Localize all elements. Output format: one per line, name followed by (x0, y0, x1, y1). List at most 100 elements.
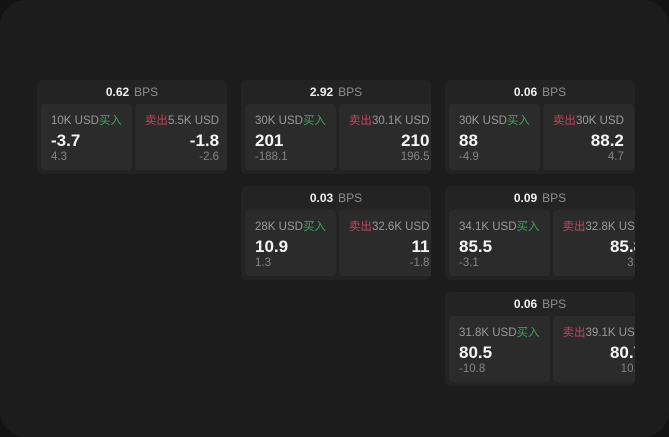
buy-sub-value: -3.1 (459, 257, 479, 269)
sell-quote-panel[interactable]: 卖出 32.8K USD 85.8 3.0 (552, 210, 635, 276)
sell-side-label: 卖出 (348, 221, 372, 233)
buy-header-row: 31.8K USD 买入 (459, 324, 540, 340)
sell-sub-value: 10.2 (620, 363, 635, 375)
bps-spread-value: 0.06 (513, 297, 538, 311)
sell-sub-value: 3.0 (627, 257, 635, 269)
buy-side-label: 买入 (506, 115, 530, 127)
quote-panels: 30K USD 买入 201 -188.1 卖出 30.1K USD 210 1… (241, 104, 431, 174)
bps-unit-label: BPS (542, 191, 567, 205)
sell-size-label: 39.1K USD (585, 327, 635, 339)
quote-card: 0.06 BPS 30K USD 买入 88 -4.9 卖出 30K USD 88… (445, 80, 635, 174)
buy-size-label: 28K USD (255, 221, 303, 233)
bps-spread-value: 2.92 (309, 85, 334, 99)
buy-size-label: 31.8K USD (459, 327, 517, 339)
sell-side-label: 卖出 (552, 115, 576, 127)
buy-size-label: 34.1K USD (459, 221, 517, 233)
quote-panels: 31.8K USD 买入 80.5 -10.8 卖出 39.1K USD 80.… (445, 316, 635, 386)
buy-sub-value: -10.8 (459, 363, 486, 375)
sell-sub-value: 4.7 (607, 151, 624, 163)
buy-price-value: 88 (459, 131, 478, 150)
buy-size-label: 10K USD (51, 115, 99, 127)
buy-price-value: 85.5 (459, 237, 493, 256)
sell-quote-panel[interactable]: 卖出 32.6K USD 11 -1.8 (338, 210, 431, 276)
bps-unit-label: BPS (542, 297, 567, 311)
buy-header-row: 10K USD 买入 (51, 112, 122, 128)
quote-card-grid: 0.62 BPS 10K USD 买入 -3.7 4.3 卖出 5.5K USD … (37, 80, 635, 386)
buy-sub-value: -188.1 (255, 151, 288, 163)
buy-price-value: 10.9 (255, 237, 289, 256)
buy-side-label: 买入 (516, 327, 540, 339)
card-header: 0.62 BPS (37, 80, 227, 104)
quote-card: 0.06 BPS 31.8K USD 买入 80.5 -10.8 卖出 39.1K… (445, 292, 635, 386)
sell-side-label: 卖出 (348, 115, 372, 127)
buy-side-label: 买入 (302, 221, 326, 233)
sell-quote-panel[interactable]: 卖出 5.5K USD -1.8 -2.6 (134, 104, 227, 170)
buy-side-label: 买入 (516, 221, 540, 233)
quote-panels: 28K USD 买入 10.9 1.3 卖出 32.6K USD 11 -1.8 (241, 210, 431, 280)
sell-quote-panel[interactable]: 卖出 30.1K USD 210 196.5 (338, 104, 431, 170)
buy-header-row: 34.1K USD 买入 (459, 218, 540, 234)
bps-unit-label: BPS (338, 85, 363, 99)
buy-sub-value: 1.3 (255, 257, 271, 269)
bps-unit-label: BPS (542, 85, 567, 99)
sell-sub-value: -1.8 (409, 257, 430, 269)
buy-quote-panel[interactable]: 28K USD 买入 10.9 1.3 (245, 210, 336, 276)
sell-header-row: 卖出 5.5K USD (145, 112, 219, 128)
sell-quote-panel[interactable]: 卖出 39.1K USD 80.7 10.2 (552, 316, 635, 382)
sell-price-value: 88.2 (590, 131, 624, 150)
sell-side-label: 卖出 (562, 221, 586, 233)
bps-spread-value: 0.62 (105, 85, 130, 99)
buy-quote-panel[interactable]: 30K USD 买入 88 -4.9 (449, 104, 540, 170)
card-header: 0.06 BPS (445, 80, 635, 104)
buy-side-label: 买入 (302, 115, 326, 127)
sell-price-value: -1.8 (189, 131, 220, 150)
card-header: 0.09 BPS (445, 186, 635, 210)
buy-quote-panel[interactable]: 30K USD 买入 201 -188.1 (245, 104, 336, 170)
buy-header-row: 30K USD 买入 (255, 112, 326, 128)
sell-size-label: 30.1K USD (371, 115, 430, 127)
sell-size-label: 30K USD (575, 115, 624, 127)
bps-unit-label: BPS (134, 85, 159, 99)
bps-spread-value: 0.09 (513, 191, 538, 205)
sell-price-value: 85.8 (609, 237, 635, 256)
quote-panels: 34.1K USD 买入 85.5 -3.1 卖出 32.8K USD 85.8… (445, 210, 635, 280)
sell-sub-value: -2.6 (199, 151, 220, 163)
buy-size-label: 30K USD (459, 115, 507, 127)
buy-price-value: -3.7 (51, 131, 81, 150)
buy-quote-panel[interactable]: 34.1K USD 买入 85.5 -3.1 (449, 210, 550, 276)
sell-quote-panel[interactable]: 卖出 30K USD 88.2 4.7 (542, 104, 634, 170)
sell-price-value: 80.7 (609, 343, 635, 362)
quote-card: 2.92 BPS 30K USD 买入 201 -188.1 卖出 30.1K U… (241, 80, 431, 174)
sell-size-label: 5.5K USD (167, 115, 220, 127)
buy-price-value: 80.5 (459, 343, 493, 362)
buy-quote-panel[interactable]: 10K USD 买入 -3.7 4.3 (41, 104, 132, 170)
sell-header-row: 卖出 32.6K USD (349, 218, 430, 234)
buy-side-label: 买入 (98, 115, 122, 127)
sell-price-value: 210 (401, 131, 430, 150)
sell-header-row: 卖出 30K USD (553, 112, 624, 128)
card-header: 0.06 BPS (445, 292, 635, 316)
buy-quote-panel[interactable]: 31.8K USD 买入 80.5 -10.8 (449, 316, 550, 382)
sell-sub-value: 196.5 (400, 151, 430, 163)
sell-header-row: 卖出 30.1K USD (349, 112, 430, 128)
quote-panels: 10K USD 买入 -3.7 4.3 卖出 5.5K USD -1.8 -2.… (37, 104, 227, 174)
bps-spread-value: 0.06 (513, 85, 538, 99)
quote-card: 0.09 BPS 34.1K USD 买入 85.5 -3.1 卖出 32.8K … (445, 186, 635, 280)
sell-price-value: 11 (411, 237, 430, 256)
bps-unit-label: BPS (338, 191, 363, 205)
sell-side-label: 卖出 (144, 115, 168, 127)
sell-header-row: 卖出 32.8K USD (563, 218, 635, 234)
card-header: 2.92 BPS (241, 80, 431, 104)
buy-header-row: 28K USD 买入 (255, 218, 326, 234)
buy-sub-value: -4.9 (459, 151, 479, 163)
quote-panels: 30K USD 买入 88 -4.9 卖出 30K USD 88.2 4.7 (445, 104, 635, 174)
buy-header-row: 30K USD 买入 (459, 112, 530, 128)
buy-price-value: 201 (255, 131, 284, 150)
sell-size-label: 32.8K USD (585, 221, 635, 233)
buy-sub-value: 4.3 (51, 151, 67, 163)
bps-spread-value: 0.03 (309, 191, 334, 205)
sell-size-label: 32.6K USD (371, 221, 430, 233)
buy-size-label: 30K USD (255, 115, 303, 127)
quote-card: 0.62 BPS 10K USD 买入 -3.7 4.3 卖出 5.5K USD … (37, 80, 227, 174)
